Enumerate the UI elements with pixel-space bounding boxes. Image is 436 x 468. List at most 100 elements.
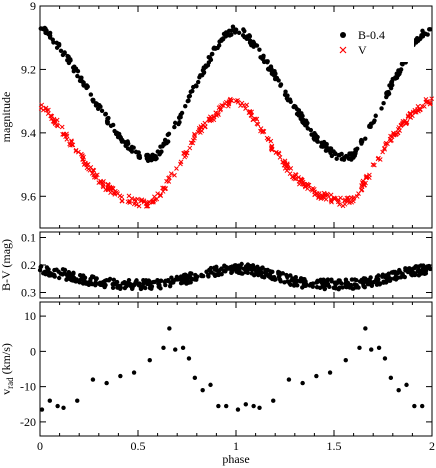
color-index-point [214, 267, 220, 273]
b-band-point [188, 89, 193, 95]
color-index-point [333, 286, 338, 291]
velocity-point [357, 345, 362, 351]
b-band-point [417, 36, 423, 42]
y-tick-label: 0 [30, 344, 36, 358]
v-band-point [38, 106, 44, 111]
b-band-point [305, 126, 311, 131]
v-band-point [407, 110, 413, 116]
color-index-point [321, 283, 326, 288]
b-band-point [207, 55, 213, 61]
v-band-point [73, 147, 79, 153]
v-band-point [359, 180, 365, 185]
v-band-point [277, 155, 283, 160]
y-tick-label: 9.4 [21, 126, 36, 140]
color-index-point [102, 278, 108, 284]
color-index-point [398, 270, 403, 275]
v-band-point [119, 194, 125, 200]
v-band-point [135, 196, 140, 202]
v-band-point [268, 138, 274, 144]
v-band-point [395, 130, 401, 136]
b-band-point [384, 90, 389, 96]
color-index-point [72, 277, 78, 282]
b-band-point [272, 76, 278, 82]
color-index-point [140, 284, 145, 289]
color-index-point [288, 273, 293, 278]
color-index-point [329, 277, 334, 282]
b-band-point [343, 153, 349, 159]
color-index-point [407, 266, 412, 271]
color-index-point [310, 281, 316, 286]
color-index-point [47, 270, 53, 276]
v-band-point [45, 111, 51, 117]
b-band-point [123, 143, 128, 148]
v-band-point [52, 121, 58, 127]
v-band-point [206, 117, 212, 122]
color-index-point [234, 269, 239, 274]
color-index-point [87, 279, 93, 284]
v-band-point [349, 199, 355, 205]
b-band-point [271, 70, 276, 76]
b-band-point [389, 80, 394, 85]
color-index-point [170, 278, 176, 283]
color-index-point [65, 275, 70, 280]
velocity-point [75, 398, 80, 403]
b-band-point [108, 123, 114, 129]
color-index-point [157, 279, 163, 284]
b-band-point [278, 82, 284, 87]
b-band-point [217, 39, 222, 44]
b-band-point [230, 24, 236, 29]
v-band-point [383, 140, 389, 146]
color-index-point [137, 281, 142, 286]
color-index-point [216, 272, 221, 278]
color-index-point [393, 277, 399, 282]
b-band-point [58, 48, 64, 54]
b-band-point [241, 27, 246, 32]
x-tick-label: 0.5 [131, 439, 146, 453]
color-index-point [80, 281, 86, 286]
color-index-point [285, 279, 290, 284]
velocity-point [376, 345, 382, 351]
b-band-point [326, 148, 331, 153]
x-tick-label: 2 [429, 439, 435, 453]
velocity-point [224, 403, 229, 409]
v-band-point [328, 198, 334, 204]
color-index-point [66, 269, 71, 275]
v-band-point [421, 104, 427, 109]
y-tick-label: -10 [20, 380, 36, 394]
legend: B-0.4V [330, 22, 414, 62]
v-band-point [200, 122, 206, 128]
v-band-point [160, 189, 166, 194]
velocity-point [382, 356, 388, 361]
color-index-point [327, 284, 332, 289]
b-band-point [131, 145, 136, 150]
v-band-point [199, 128, 205, 134]
velocity-point [235, 407, 241, 412]
color-index-point [37, 267, 43, 273]
v-band-point [218, 104, 223, 110]
color-index-point [412, 271, 418, 276]
color-index-point [107, 276, 113, 282]
legend-label: V [358, 43, 367, 57]
v-band-point [225, 103, 231, 109]
b-band-point [395, 73, 401, 78]
color-index-point [390, 270, 396, 275]
velocity-point [186, 356, 192, 361]
b-band-point [337, 153, 342, 158]
color-index-point [111, 277, 117, 282]
b-band-point [113, 131, 119, 137]
b-band-point [51, 40, 56, 45]
velocity-point [200, 387, 205, 393]
color-index-point [295, 283, 300, 288]
y-axis-title: B-V (mag) [0, 239, 13, 291]
v-band-point [260, 128, 266, 134]
color-index-point [208, 269, 214, 275]
color-index-point [84, 281, 89, 286]
b-band-point [293, 104, 298, 109]
v-band-point [310, 186, 316, 191]
color-index-point [263, 267, 268, 273]
v-band-point [152, 194, 157, 200]
b-band-point [329, 153, 335, 159]
b-band-point [99, 108, 105, 114]
v-band-point [164, 178, 169, 184]
v-band-point [39, 102, 45, 108]
